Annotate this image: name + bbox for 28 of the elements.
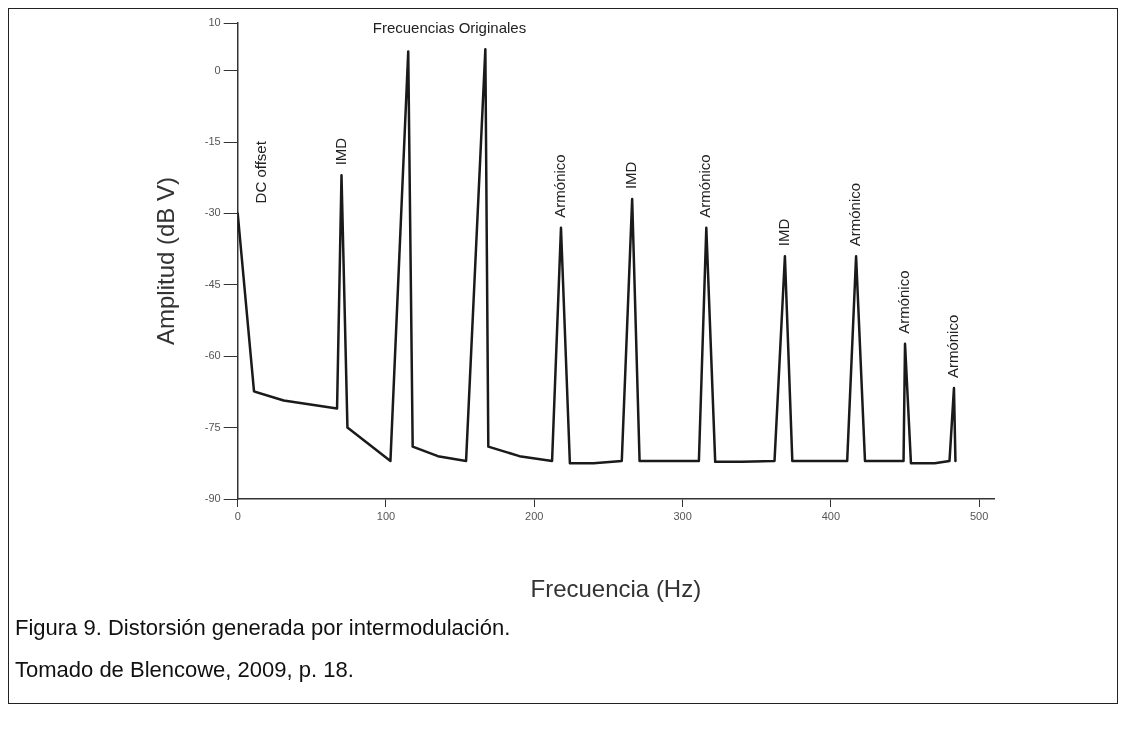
y-tick-label: -75 bbox=[204, 420, 221, 433]
x-tick-label: 200 bbox=[525, 509, 544, 522]
annotation: Armónico bbox=[551, 154, 569, 218]
x-axis-title: Frecuencia (Hz) bbox=[530, 575, 702, 603]
annotation: Frecuencias Originales bbox=[372, 18, 527, 36]
text: Tomado de Blencowe, 2009, p. 18. bbox=[14, 656, 355, 684]
y-tick-label: 10 bbox=[208, 16, 221, 29]
annotation: IMD bbox=[775, 218, 793, 247]
annotation: Armónico bbox=[846, 182, 864, 247]
y-tick-label: -30 bbox=[204, 206, 221, 219]
y-tick-label: -90 bbox=[204, 492, 221, 505]
x-tick-label: 300 bbox=[673, 509, 692, 522]
y-tick-label: 0 bbox=[214, 63, 221, 76]
x-tick-label: 100 bbox=[376, 509, 396, 522]
annotation: IMD bbox=[331, 137, 349, 166]
x-tick-label: 400 bbox=[821, 509, 841, 522]
y-tick-label: -45 bbox=[204, 277, 221, 290]
y-tick-label: -60 bbox=[204, 349, 221, 362]
annotation: Armónico bbox=[944, 314, 962, 379]
y-axis-title: Amplitud (dB V) bbox=[152, 176, 180, 346]
annotation: IMD bbox=[622, 161, 640, 190]
annotation: Armónico bbox=[696, 154, 714, 218]
annotation: Armónico bbox=[895, 270, 913, 334]
x-tick-label: 500 bbox=[969, 509, 989, 522]
annotation: DC offset bbox=[251, 140, 269, 204]
x-tick-label: 0 bbox=[234, 509, 241, 522]
text: Figura 9. Distorsión generada por intermodulación. bbox=[14, 614, 512, 642]
y-tick-label: -15 bbox=[204, 135, 221, 148]
